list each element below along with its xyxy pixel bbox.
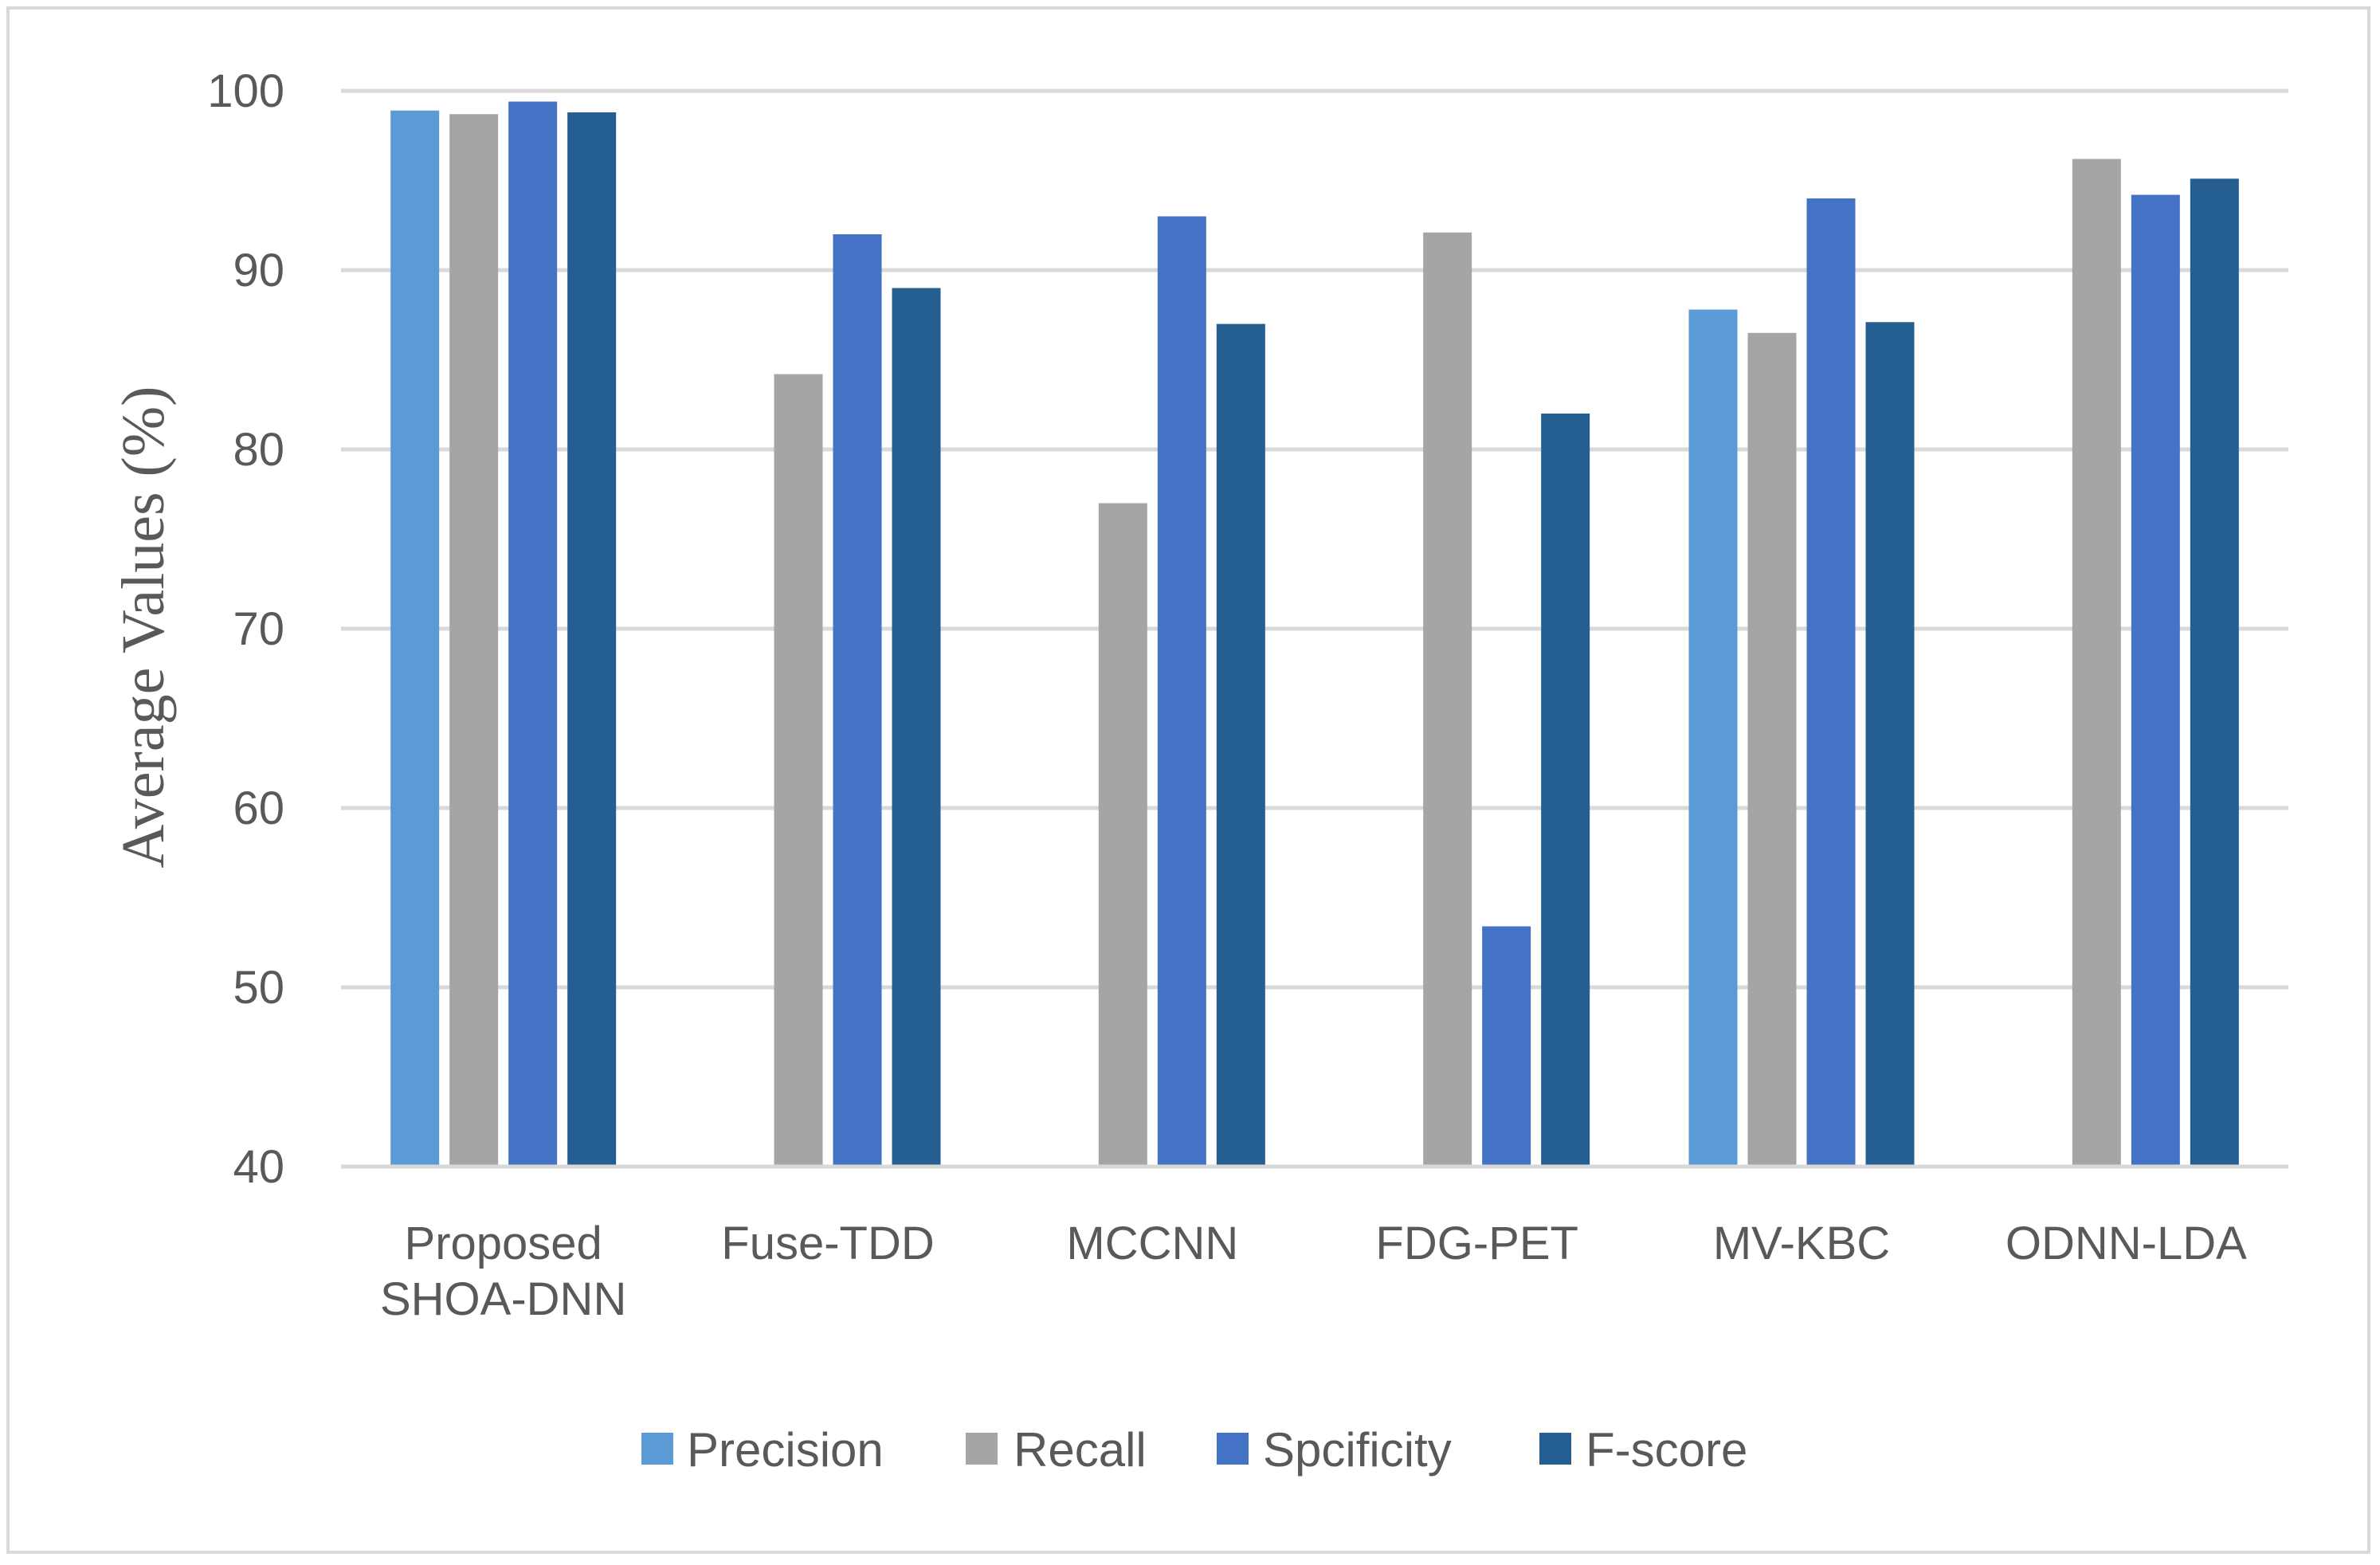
bar-recall [2072,159,2121,1167]
y-tick-label: 40 [233,1141,284,1193]
x-category-label: MCCNN [1066,1218,1238,1269]
bar-precision [1688,309,1738,1167]
y-tick-label: 60 [233,782,284,834]
bar-spcificity [508,101,558,1167]
y-axis-title: Average Values (%) [110,386,177,869]
x-category-label: Fuse-TDD [721,1218,934,1269]
bar-f-score [1541,414,1590,1167]
x-category-label: Proposed SHOA-DNN [380,1218,626,1325]
gridlines [341,88,2288,1169]
bar-f-score [2190,178,2239,1167]
bar-spcificity [833,234,882,1167]
bar-f-score [567,112,617,1167]
x-category-label: FDG-PET [1375,1218,1578,1269]
x-category-label: MV-KBC [1713,1218,1890,1269]
bar-recall [774,374,823,1167]
x-axis-categories: Proposed SHOA-DNN Fuse-TDD MCCNN FDG-PET MV-K… [380,1218,2247,1325]
bar-spcificity [2131,194,2180,1167]
bar-f-score [1216,324,1265,1167]
legend-label: F-score [1586,1423,1747,1477]
y-tick-label: 70 [233,603,284,655]
y-axis-ticks: 40 50 60 70 80 90 100 [207,65,284,1193]
bar-spcificity [1157,216,1206,1167]
bars [341,101,2288,1169]
x-category-label: ODNN-LDA [2006,1218,2247,1269]
bar-precision [390,110,440,1167]
legend-swatch [641,1433,673,1465]
legend-swatch [1539,1433,1571,1465]
bar-recall [1747,332,1797,1167]
y-tick-label: 80 [233,424,284,476]
bar-f-score [892,288,941,1167]
legend-swatch [1217,1433,1249,1465]
bar-recall [1098,503,1147,1167]
legend-label: Precision [687,1423,884,1477]
bar-spcificity [1806,198,1856,1167]
bar-spcificity [1482,926,1531,1167]
legend: Precision Recall Spcificity F-score [641,1423,1747,1477]
bar-recall [449,114,499,1167]
legend-swatch [966,1433,998,1465]
y-tick-label: 50 [233,962,284,1014]
legend-label: Recall [1014,1423,1147,1477]
y-tick-label: 100 [207,65,284,117]
y-tick-label: 90 [233,245,284,296]
bar-recall [1423,232,1472,1167]
legend-label: Spcificity [1263,1423,1452,1477]
bar-f-score [1865,322,1915,1167]
